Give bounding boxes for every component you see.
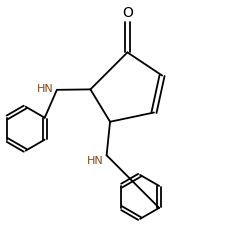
Text: O: O (122, 6, 133, 20)
Text: HN: HN (37, 84, 53, 94)
Text: HN: HN (86, 156, 103, 166)
